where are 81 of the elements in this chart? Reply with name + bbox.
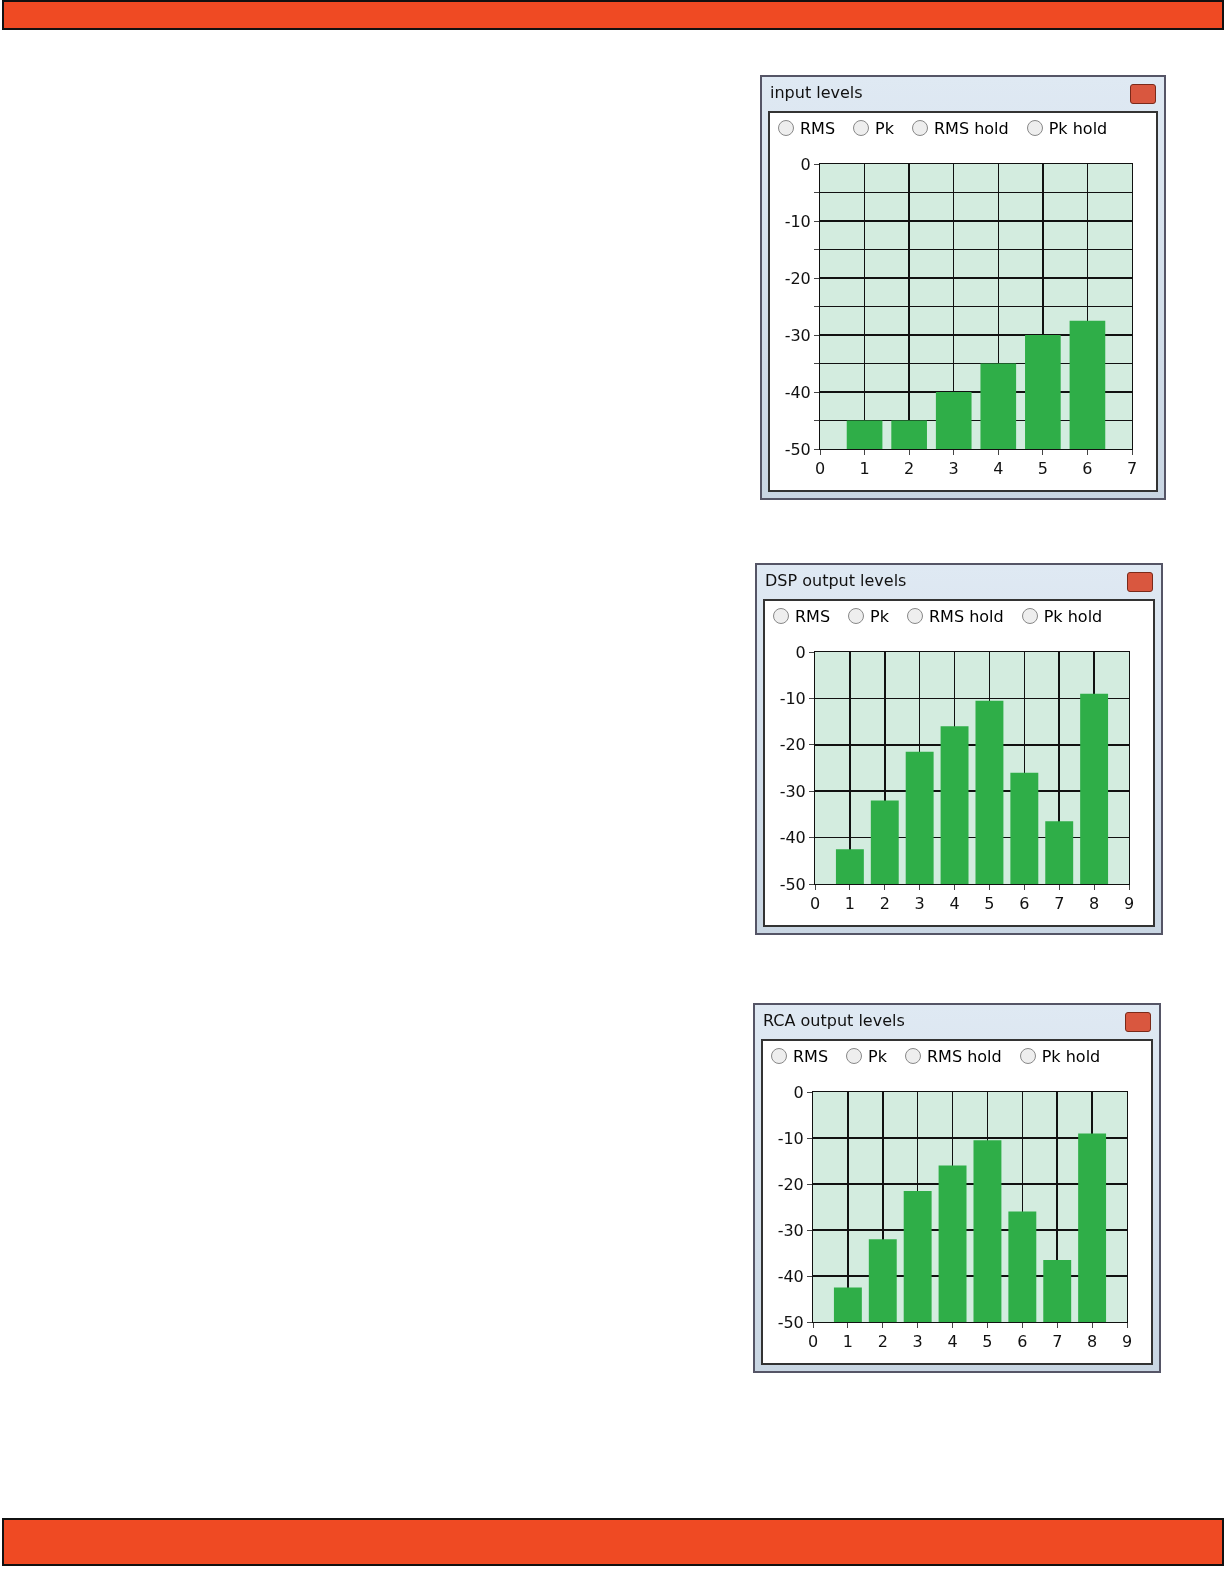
x-tick-label: 3 [912,1332,923,1352]
bar [1069,320,1106,449]
x-tick-label: 1 [842,1332,853,1352]
x-tick-label: 5 [984,894,995,914]
y-tick-label: -50 [777,1312,804,1332]
bar [833,1287,862,1322]
x-tick-label: 4 [993,459,1004,479]
x-tick-label: 2 [877,1332,888,1352]
y-tick-label: -30 [779,781,806,801]
x-tick-label: 8 [1089,894,1100,914]
y-tick-label: -30 [784,325,811,345]
y-tick-label: -30 [777,1220,804,1240]
bar [975,700,1004,884]
x-tick-label: 9 [1123,894,1135,914]
text: RMS [800,118,836,138]
x-tick-label: 2 [879,894,890,914]
y-tick-label: -50 [779,874,806,894]
bar [903,1190,932,1322]
x-tick-label: 4 [947,1332,958,1352]
bar [1080,693,1109,884]
y-tick-label: -20 [784,268,811,288]
bar [935,392,972,449]
bar [1025,335,1061,449]
x-tick-label: 6 [1082,459,1093,479]
x-tick-label: 2 [904,459,915,479]
text: Pk [870,606,889,626]
text: RMS hold [934,118,1009,138]
y-tick-label: -20 [779,735,806,755]
x-tick-label: 1 [859,459,870,479]
x-tick-label: 9 [1121,1332,1133,1352]
y-tick-label: -40 [777,1266,804,1286]
bar [973,1140,1002,1322]
bar [870,800,899,884]
bar [868,1239,897,1322]
chart-title: RCA output levels [763,1011,905,1030]
bar [1008,1211,1037,1322]
x-tick-label: 7 [1052,1332,1063,1352]
chart-title: input levels [770,83,863,102]
y-tick-label: -20 [777,1174,804,1194]
y-tick-label: 0 [793,1082,804,1102]
text: Pk hold [1048,118,1108,138]
y-tick-label: 0 [800,154,811,174]
bar [1043,1259,1072,1322]
x-tick-label: 7 [1126,459,1138,479]
text: RMS hold [929,606,1004,626]
bar [938,1165,967,1322]
x-tick-label: 3 [914,894,925,914]
text: RMS hold [927,1046,1002,1066]
x-tick-label: 4 [949,894,960,914]
text: RMS [793,1046,829,1066]
bar [835,849,864,884]
x-tick-label: 6 [1017,1332,1028,1352]
y-tick-label: -10 [784,211,811,231]
x-tick-label: 8 [1087,1332,1098,1352]
x-tick-label: 7 [1054,894,1065,914]
y-tick-label: -10 [779,689,806,708]
x-tick-label: 1 [844,894,855,914]
text: Pk hold [1041,1046,1101,1066]
y-tick-label: 0 [795,642,806,662]
y-tick-label: -40 [779,828,806,848]
bar [940,726,969,884]
chart-title: DSP output levels [765,571,907,590]
bar [1078,1133,1107,1322]
x-tick-label: 5 [1037,459,1048,479]
bar [846,420,883,449]
bar [891,420,927,449]
x-tick-label: 5 [982,1332,993,1352]
text: Pk [868,1046,887,1066]
text: Pk hold [1043,606,1103,626]
y-tick-label: -10 [777,1128,804,1148]
bar [1010,772,1039,884]
text: RMS [795,606,831,626]
bar [905,751,934,884]
y-tick-label: -40 [784,382,811,402]
text: Pk [875,118,894,138]
bar [980,363,1017,449]
x-tick-label: 3 [948,459,959,479]
y-tick-label: -50 [784,439,811,459]
x-tick-label: 0 [814,459,826,479]
bar [1045,821,1074,884]
x-tick-label: 6 [1019,894,1030,914]
